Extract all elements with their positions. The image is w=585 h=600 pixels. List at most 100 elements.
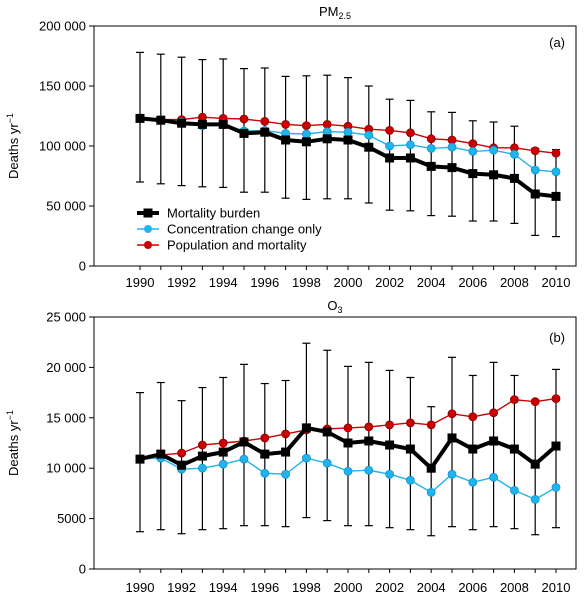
data-point-concentration-change-only xyxy=(385,141,395,151)
y-tick-label: 0 xyxy=(79,562,86,577)
error-bars-a xyxy=(136,51,560,238)
data-point-concentration-change-only xyxy=(530,165,540,175)
data-point-mortality-burden xyxy=(260,449,270,459)
data-point-concentration-change-only xyxy=(343,466,353,476)
data-point-mortality-burden xyxy=(135,113,145,123)
data-point-population-and-mortality xyxy=(322,120,332,129)
data-point-mortality-burden xyxy=(385,153,395,163)
data-point-mortality-burden xyxy=(156,115,166,125)
data-point-concentration-change-only xyxy=(364,130,374,140)
x-tick-label: 1998 xyxy=(292,275,321,290)
chart-title-a: PM2.5 xyxy=(319,4,351,21)
data-point-mortality-burden xyxy=(343,438,353,448)
data-point-mortality-burden xyxy=(281,447,291,457)
data-point-concentration-change-only xyxy=(239,454,249,464)
y-axis-label-a: Deaths yr−1 xyxy=(5,113,21,179)
data-point-concentration-change-only xyxy=(489,145,499,155)
legend-entry: Concentration change only xyxy=(167,222,322,237)
data-point-population-and-mortality xyxy=(301,121,311,130)
x-tick-label: 1992 xyxy=(167,580,196,595)
series-lines-b xyxy=(135,394,561,504)
data-point-population-and-mortality xyxy=(551,394,561,404)
data-point-concentration-change-only xyxy=(405,140,415,150)
series-lines-a xyxy=(135,112,561,201)
legend-swatch-marker xyxy=(143,208,153,218)
x-tick-label: 2010 xyxy=(542,275,571,290)
data-point-mortality-burden xyxy=(364,142,374,152)
data-point-mortality-burden xyxy=(177,118,187,128)
data-point-mortality-burden xyxy=(197,119,207,129)
y-ticks-b: 0 5000 10 000 15 000 20 000 25 000 xyxy=(46,310,94,577)
data-point-mortality-burden xyxy=(218,447,228,457)
data-point-mortality-burden xyxy=(489,170,499,180)
data-point-mortality-burden xyxy=(218,119,228,129)
data-point-concentration-change-only xyxy=(301,453,311,463)
data-point-concentration-change-only xyxy=(343,127,353,137)
x-tick-label: 2010 xyxy=(542,580,571,595)
data-point-population-and-mortality xyxy=(177,448,187,458)
data-point-population-and-mortality xyxy=(385,420,395,430)
data-point-mortality-burden xyxy=(135,454,145,464)
legend-swatch-marker xyxy=(144,225,152,233)
data-point-concentration-change-only xyxy=(197,463,207,473)
x-tick-label: 1990 xyxy=(126,275,155,290)
data-point-concentration-change-only xyxy=(468,477,478,487)
data-point-mortality-burden xyxy=(239,437,249,447)
x-tick-label: 2008 xyxy=(500,580,529,595)
y-tick-label: 150 000 xyxy=(39,79,86,94)
data-point-mortality-burden xyxy=(322,134,332,144)
data-point-mortality-burden xyxy=(364,436,374,446)
data-point-population-and-mortality xyxy=(239,114,249,124)
data-point-concentration-change-only xyxy=(322,458,332,468)
data-point-mortality-burden xyxy=(551,441,561,451)
legend-swatch-marker xyxy=(144,241,152,249)
data-point-mortality-burden xyxy=(447,433,457,443)
data-point-population-and-mortality xyxy=(343,423,353,433)
data-point-population-and-mortality xyxy=(405,418,415,428)
data-point-population-and-mortality xyxy=(447,409,457,419)
data-point-mortality-burden xyxy=(156,449,166,459)
data-point-mortality-burden xyxy=(509,173,519,183)
data-point-population-and-mortality xyxy=(281,120,291,129)
data-point-mortality-burden xyxy=(260,127,270,137)
plot-frame-b xyxy=(93,316,577,570)
panel-a: PM2.5 (a) Deaths yr−1 0 50 000 100 000 150 … xyxy=(5,4,577,290)
data-point-mortality-burden xyxy=(343,135,353,145)
y-tick-label: 10 000 xyxy=(46,461,86,476)
data-point-concentration-change-only xyxy=(426,487,436,497)
x-tick-label: 2002 xyxy=(375,275,404,290)
y-axis-label-b: Deaths yr−1 xyxy=(5,410,21,476)
data-point-mortality-burden xyxy=(405,153,415,163)
data-point-mortality-burden xyxy=(551,191,561,201)
data-point-population-and-mortality xyxy=(426,420,436,430)
x-tick-label: 1996 xyxy=(250,580,279,595)
y-tick-label: 50 000 xyxy=(46,199,86,214)
x-tick-label: 2006 xyxy=(458,580,487,595)
panel-label-a: (a) xyxy=(549,35,565,50)
y-tick-label: 100 000 xyxy=(39,139,86,154)
data-point-mortality-burden xyxy=(322,427,332,437)
data-point-concentration-change-only xyxy=(447,469,457,479)
data-point-population-and-mortality xyxy=(530,397,540,407)
data-point-concentration-change-only xyxy=(551,482,561,492)
y-ticks-a: 0 50 000 100 000 150 000 200 000 xyxy=(39,19,94,274)
x-ticks-b: 1990 1992 1994 1996 1998 2000 2002 2004 2006 2008… xyxy=(126,569,571,595)
data-point-mortality-burden xyxy=(197,451,207,461)
data-point-population-and-mortality xyxy=(468,139,478,149)
data-point-concentration-change-only xyxy=(281,469,291,479)
y-tick-label: 5000 xyxy=(57,511,86,526)
data-point-mortality-burden xyxy=(405,444,415,454)
data-point-population-and-mortality xyxy=(197,440,207,450)
data-point-mortality-burden xyxy=(281,135,291,145)
x-tick-label: 2000 xyxy=(334,580,363,595)
data-point-population-and-mortality xyxy=(489,408,499,418)
data-point-mortality-burden xyxy=(177,460,187,470)
x-tick-label: 1994 xyxy=(209,275,238,290)
data-point-concentration-change-only xyxy=(530,495,540,504)
data-point-concentration-change-only xyxy=(426,143,436,153)
data-point-mortality-burden xyxy=(447,163,457,173)
x-tick-label: 1994 xyxy=(209,580,238,595)
y-tick-label: 15 000 xyxy=(46,410,86,425)
